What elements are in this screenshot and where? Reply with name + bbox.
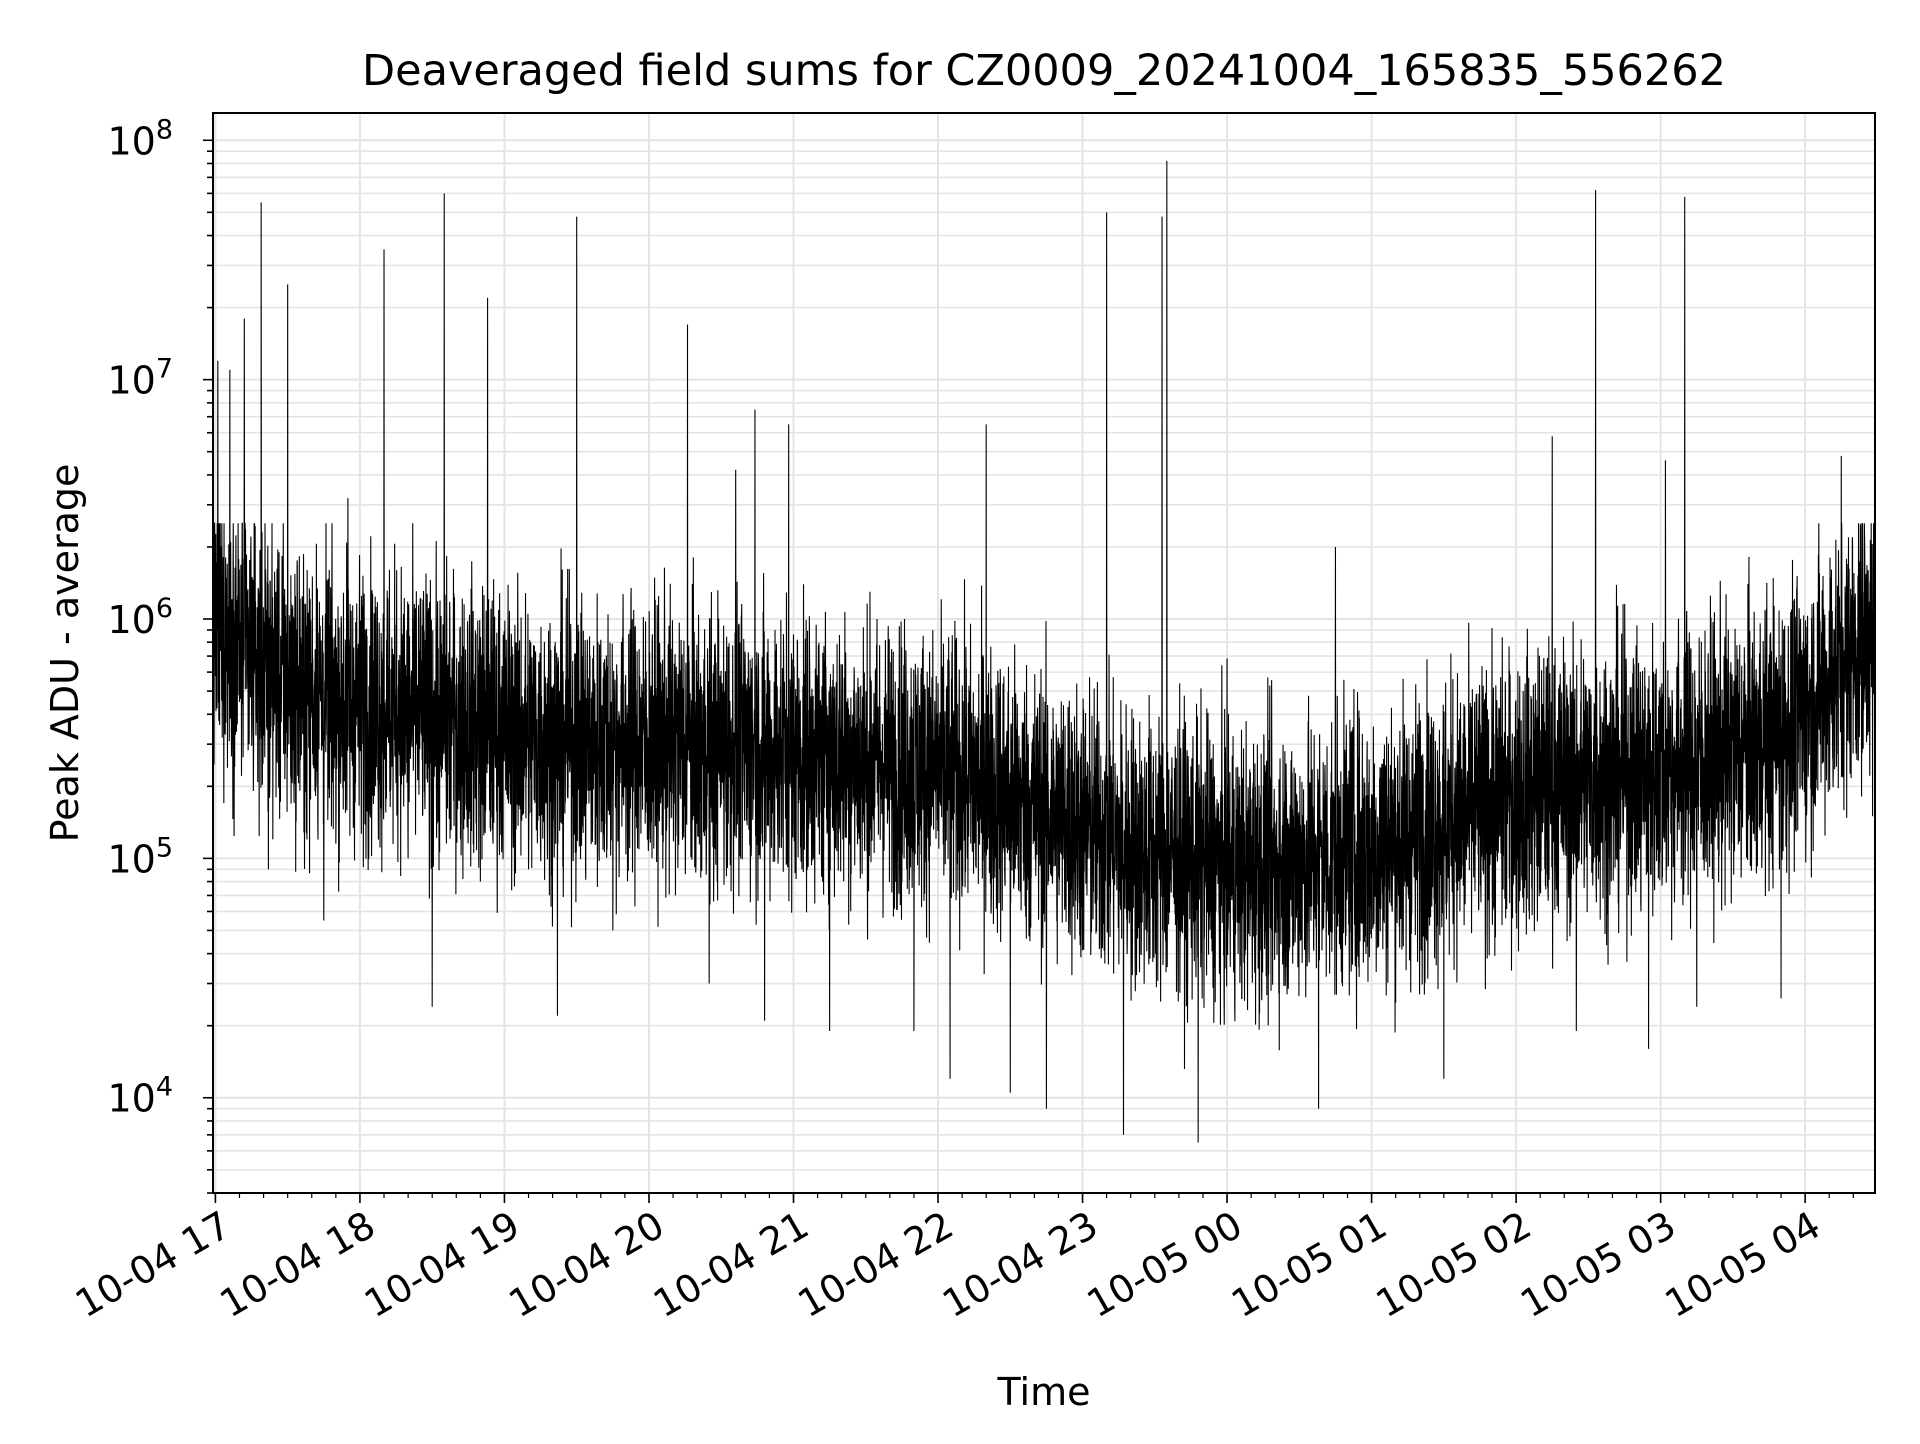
chart-title: Deaveraged field sums for CZ0009_2024100… [362, 46, 1726, 96]
grid-lines [213, 113, 1875, 1194]
y-tick-label: 105 [107, 832, 173, 881]
x-axis-label: Time [997, 1370, 1091, 1414]
series-line [212, 160, 1876, 1143]
plot-frame [212, 112, 1876, 1194]
y-axis-label: Peak ADU - average [43, 464, 87, 843]
y-tick-label: 106 [107, 593, 173, 642]
y-tick-label: 107 [107, 354, 173, 403]
y-tick-label: 108 [107, 114, 173, 163]
series-layer [212, 160, 1876, 1143]
y-tick-label: 104 [107, 1072, 173, 1121]
